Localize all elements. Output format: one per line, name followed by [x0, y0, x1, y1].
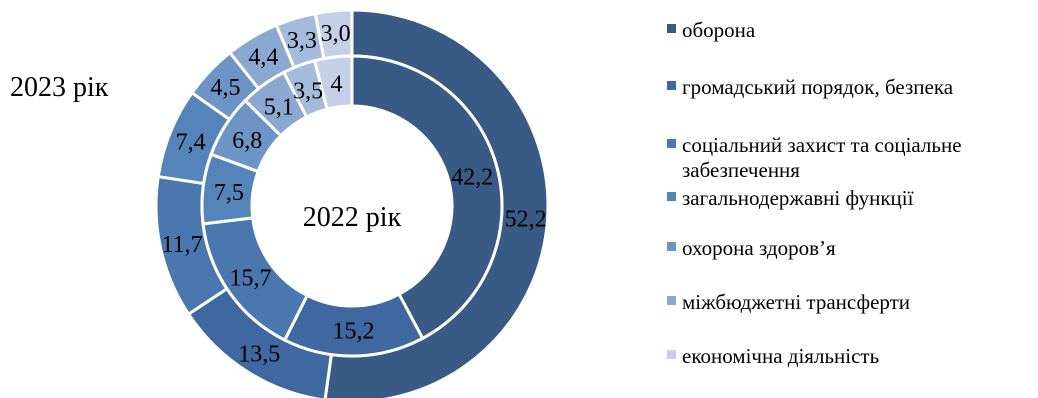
inner-ring-data-label: 15,7 [230, 266, 272, 292]
legend-swatch [667, 81, 676, 90]
legend-swatch [667, 296, 676, 305]
legend-label: економічна діяльність [682, 344, 879, 368]
inner-ring-segment [312, 54, 354, 111]
outer-ring-2023 [154, 8, 550, 398]
legend-item: громадський порядок, безпека [667, 75, 954, 99]
outer-ring-data-label: 4,4 [248, 45, 278, 71]
outer-ring-data-label: 11,7 [162, 232, 203, 258]
legend-swatch [667, 24, 676, 33]
legend-swatch [667, 139, 676, 148]
legend-label: загальнодержавні функції [682, 186, 914, 210]
legend-label: оборона [682, 18, 756, 42]
legend-item: економічна діяльність [667, 344, 879, 368]
outer-ring-data-label: 3,3 [287, 28, 317, 54]
inner-ring-segment [350, 54, 504, 341]
inner-ring-data-label: 6,8 [232, 128, 262, 154]
legend-item: соціальний захист та соціальне забезпечен… [667, 133, 962, 182]
inner-ring-data-label: 15,2 [333, 318, 375, 344]
outer-ring-data-label: 3,0 [321, 21, 351, 47]
legend-label: громадський порядок, безпека [682, 75, 954, 99]
legend-item: загальнодержавні функції [667, 186, 914, 210]
legend-swatch [667, 192, 676, 201]
outer-data-labels: 52,2 13,5 11,7 7,4 4,5 4,4 3,3 3,0 [162, 21, 547, 367]
inner-ring-2022 [200, 54, 504, 358]
inner-ring-data-label: 5,1 [264, 94, 294, 120]
legend-swatch [667, 350, 676, 359]
inner-ring-data-label: 7,5 [214, 180, 244, 206]
legend-swatch [667, 242, 676, 251]
inner-ring-data-label: 4 [330, 71, 342, 97]
legend-item: міжбюджетні трансферти [667, 290, 910, 314]
legend-label: міжбюджетні трансферти [682, 290, 910, 314]
inner-data-labels: 42,2 15,2 15,7 7,5 6,85,13,5 4 [214, 71, 493, 344]
outer-ring-year-label: 2023 рік [10, 72, 109, 103]
legend-item: оборона [667, 18, 756, 42]
legend-label: охорона здоров’я [682, 236, 836, 260]
legend: оборона громадський порядок, безпека соціа… [667, 18, 962, 368]
outer-ring-data-label: 52,2 [505, 206, 547, 232]
inner-ring-data-label: 3,5 [293, 78, 323, 104]
legend-item: охорона здоров’я [667, 236, 836, 260]
inner-ring-year-label: 2022 рік [303, 202, 402, 233]
legend-label: соціальний захист та соціальне забезпечен… [682, 133, 962, 182]
outer-ring-data-label: 13,5 [238, 342, 280, 368]
outer-ring-data-label: 7,4 [176, 129, 206, 155]
inner-ring-data-label: 42,2 [451, 164, 493, 190]
outer-ring-data-label: 4,5 [211, 75, 241, 101]
